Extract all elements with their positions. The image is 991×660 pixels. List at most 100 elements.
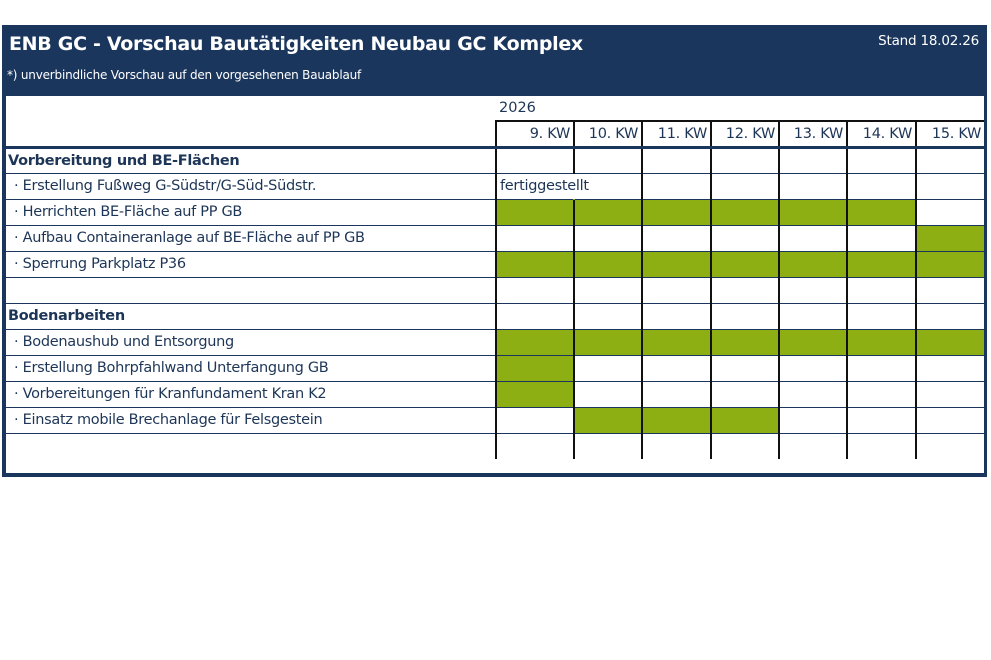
spacer-row: [6, 433, 985, 459]
task-label: · Vorbereitungen für Kranfundament Kran …: [6, 381, 496, 408]
active-week-cell: [573, 329, 642, 356]
empty-cell: [6, 277, 496, 304]
week-cell: [641, 225, 711, 252]
active-week-cell: [710, 329, 779, 356]
task-label: · Herrichten BE-Fläche auf PP GB: [6, 199, 496, 226]
task-label: · Einsatz mobile Brechanlage für Felsges…: [6, 407, 496, 434]
week-cell: [710, 433, 779, 459]
task-row: · Herrichten BE-Fläche auf PP GB: [6, 199, 985, 226]
year-label: 2026: [499, 100, 536, 116]
week-cell: [778, 147, 847, 174]
section-row: Bodenarbeiten: [6, 303, 985, 330]
active-week-cell: [914, 225, 985, 252]
active-week-cell: [710, 199, 779, 226]
week-cell: [846, 277, 916, 304]
week-header: 14. KW: [846, 120, 916, 149]
status-date: Stand 18.02.26: [878, 33, 979, 49]
week-header: 10. KW: [573, 120, 642, 149]
active-week-cell: [778, 329, 847, 356]
active-week-cell: [573, 251, 642, 278]
week-cell: [710, 225, 779, 252]
week-cell: [641, 173, 711, 200]
week-cell: [846, 433, 916, 459]
schedule-sheet: ENB GC - Vorschau Bautätigkeiten Neubau …: [2, 25, 987, 477]
week-cell: [641, 147, 711, 174]
week-cell: [846, 355, 916, 382]
week-cell: [710, 147, 779, 174]
active-week-cell: [495, 355, 574, 382]
week-cell: [573, 225, 642, 252]
week-cell: [710, 173, 779, 200]
week-cell: [495, 225, 574, 252]
week-cell: [495, 147, 574, 174]
active-week-cell: [710, 407, 779, 434]
week-cell: [846, 173, 916, 200]
week-cell: [573, 147, 642, 174]
week-cell: [778, 303, 847, 330]
week-cell: [710, 303, 779, 330]
week-cell: [846, 225, 916, 252]
week-cell: [573, 355, 642, 382]
week-cell: [778, 355, 847, 382]
task-row: · Erstellung Fußweg G-Südstr/G-Süd-Südst…: [6, 173, 985, 200]
active-week-cell: [914, 329, 985, 356]
week-cell: [641, 433, 711, 459]
year-row: 2026: [6, 96, 984, 121]
week-cell: [641, 355, 711, 382]
section-title: Vorbereitung und BE-Flächen: [6, 147, 496, 174]
task-status-note: fertiggestellt: [500, 177, 589, 194]
task-row: · Aufbau Containeranlage auf BE-Fläche a…: [6, 225, 985, 252]
disclaimer-text: *) unverbindliche Vorschau auf den vorge…: [7, 68, 362, 82]
task-row: · Einsatz mobile Brechanlage für Felsges…: [6, 407, 985, 434]
week-cell: [495, 277, 574, 304]
active-week-cell: [641, 251, 711, 278]
task-label: · Erstellung Bohrpfahlwand Unterfangung …: [6, 355, 496, 382]
week-cell: [914, 277, 985, 304]
week-cell: [710, 277, 779, 304]
active-week-cell: [573, 407, 642, 434]
active-week-cell: [573, 199, 642, 226]
active-week-cell: [495, 329, 574, 356]
week-cell: [495, 407, 574, 434]
week-header: 15. KW: [914, 120, 985, 149]
week-cell: [846, 407, 916, 434]
week-cell: [914, 199, 985, 226]
week-cell: [914, 433, 985, 459]
task-row: · Sperrung Parkplatz P36: [6, 251, 985, 278]
spacer-row: [6, 277, 985, 304]
empty-cell: [6, 121, 496, 149]
week-header: 12. KW: [710, 120, 779, 149]
week-cell: [914, 303, 985, 330]
week-cell: [778, 277, 847, 304]
task-label: · Bodenaushub und Entsorgung: [6, 329, 496, 356]
week-cell: [778, 433, 847, 459]
empty-cell: [6, 433, 496, 459]
week-cell: [914, 355, 985, 382]
task-row: · Bodenaushub und Entsorgung: [6, 329, 985, 356]
week-cell: [846, 381, 916, 408]
week-cell: [914, 173, 985, 200]
week-header: 9. KW: [495, 120, 574, 149]
week-cell: [846, 303, 916, 330]
section-row: Vorbereitung und BE-Flächen: [6, 147, 985, 174]
week-header: 13. KW: [778, 120, 847, 149]
week-cell: fertiggestellt: [495, 173, 589, 200]
active-week-cell: [778, 199, 847, 226]
week-cell: [574, 173, 642, 200]
active-week-cell: [710, 251, 779, 278]
active-week-cell: [495, 381, 574, 408]
week-cell: [573, 277, 642, 304]
week-cell: [573, 433, 642, 459]
week-cell: [641, 277, 711, 304]
week-cell: [710, 355, 779, 382]
schedule-table: 2026 9. KW 10. KW 11. KW 12. KW 13. KW 1…: [6, 96, 985, 459]
active-week-cell: [495, 251, 574, 278]
week-cell: [778, 225, 847, 252]
active-week-cell: [846, 329, 916, 356]
week-cell: [778, 173, 847, 200]
week-cell: [846, 147, 916, 174]
section-title: Bodenarbeiten: [6, 303, 496, 330]
active-week-cell: [846, 251, 916, 278]
week-cell: [914, 407, 985, 434]
week-cell: [914, 381, 985, 408]
